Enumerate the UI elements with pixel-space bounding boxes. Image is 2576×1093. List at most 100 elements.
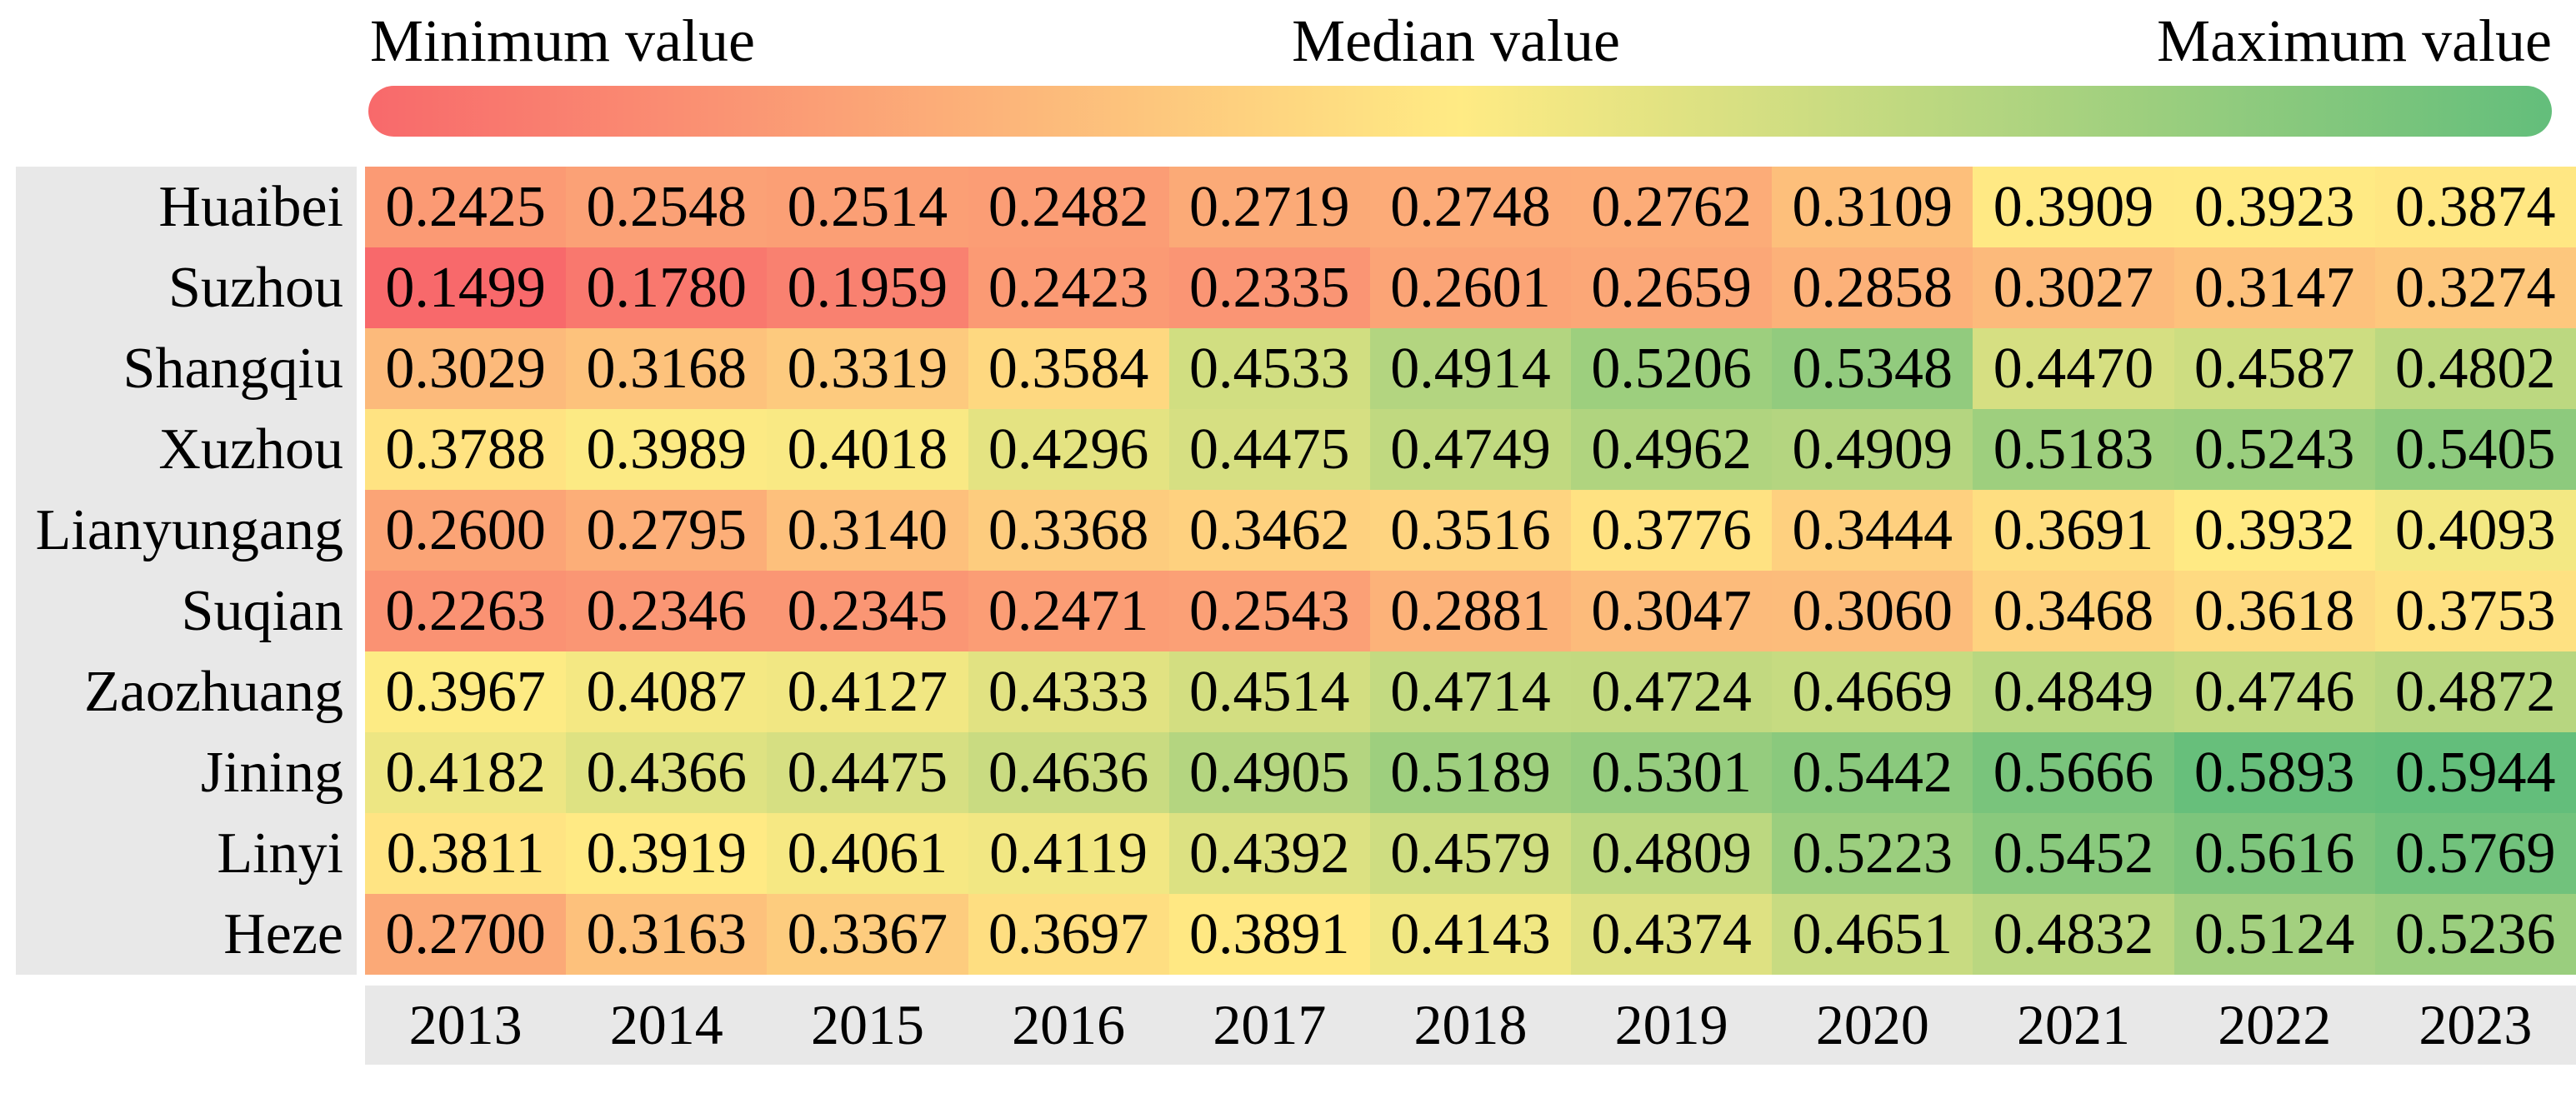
heatmap-cell: 0.2514 (767, 167, 968, 247)
heatmap-cell: 0.3788 (365, 409, 567, 490)
heatmap-cell: 0.4832 (1973, 894, 2174, 975)
heatmap-cell: 0.3140 (767, 490, 968, 571)
year-axis: 2013 2014 2015 2016 2017 2018 2019 2020 2021 2022… (365, 986, 2576, 1065)
heatmap-cell: 0.1499 (365, 247, 567, 328)
heatmap-cell: 0.5442 (1772, 732, 1973, 813)
row-label: Xuzhou (16, 409, 357, 490)
heatmap-cell: 0.3909 (1973, 167, 2174, 247)
legend-median-label: Median value (1292, 7, 1620, 74)
heatmap-cell: 0.2762 (1571, 167, 1773, 247)
heatmap-cell: 0.2795 (566, 490, 768, 571)
heatmap-cell: 0.4143 (1369, 894, 1572, 975)
heatmap-cell: 0.5243 (2173, 409, 2375, 490)
heatmap-cell: 0.4651 (1772, 894, 1973, 975)
color-gradient-bar (368, 86, 2552, 137)
heatmap-cell: 0.2345 (767, 571, 968, 651)
heatmap-cell: 0.3811 (365, 813, 567, 894)
heatmap-cell: 0.3168 (566, 328, 768, 409)
heatmap-cell: 0.5124 (2173, 894, 2375, 975)
heatmap-cell: 0.5301 (1571, 732, 1773, 813)
heatmap-cell: 0.3060 (1772, 571, 1973, 651)
heatmap-cell: 0.3919 (566, 813, 768, 894)
heatmap-cell: 0.4127 (767, 651, 968, 732)
heatmap-cell: 0.3367 (767, 894, 968, 975)
heatmap-cell: 0.3027 (1973, 247, 2174, 328)
heatmap-cell: 0.3516 (1369, 490, 1572, 571)
heatmap-cell: 0.2858 (1772, 247, 1973, 328)
heatmap-cell: 0.4366 (566, 732, 768, 813)
heatmap-cell: 0.3029 (365, 328, 567, 409)
heatmap-cell: 0.2719 (1168, 167, 1370, 247)
column-label: 2014 (609, 993, 723, 1056)
label-gap (357, 490, 365, 571)
label-gap (357, 167, 365, 247)
heatmap-cell: 0.4182 (365, 732, 567, 813)
heatmap-cell: 0.4714 (1369, 651, 1572, 732)
heatmap-grid: Huaibei 0.2425 0.2548 0.2514 0.2482 0.2719 0.2… (16, 167, 2576, 975)
heatmap-cell: 0.4802 (2374, 328, 2576, 409)
label-gap (357, 894, 365, 975)
column-label: 2018 (1413, 993, 1528, 1056)
heatmap-cell: 0.5452 (1973, 813, 2174, 894)
row-label: Zaozhuang (16, 651, 357, 732)
label-gap (357, 571, 365, 651)
row-label: Suzhou (16, 247, 357, 328)
heatmap-cell: 0.3468 (1973, 571, 2174, 651)
heatmap-cell: 0.4872 (2374, 651, 2576, 732)
column-label: 2023 (2418, 993, 2533, 1056)
row-label: Linyi (16, 813, 357, 894)
heatmap-cell: 0.4018 (767, 409, 968, 490)
heatmap-cell: 0.2548 (566, 167, 768, 247)
legend-min-label: Minimum value (370, 7, 755, 74)
label-gap (357, 247, 365, 328)
heatmap-cell: 0.3967 (365, 651, 567, 732)
heatmap-cell: 0.3776 (1571, 490, 1773, 571)
label-gap (357, 651, 365, 732)
heatmap-cell: 0.2659 (1571, 247, 1773, 328)
heatmap-cell: 0.4909 (1772, 409, 1973, 490)
row-label: Heze (16, 894, 357, 975)
row-label: Huaibei (16, 167, 357, 247)
heatmap-cell: 0.3368 (968, 490, 1169, 571)
row-label: Suqian (16, 571, 357, 651)
row-label: Jining (16, 732, 357, 813)
color-scale-legend: Minimum value Median value Maximum value (370, 5, 2552, 77)
heatmap-cell: 0.3923 (2173, 167, 2375, 247)
heatmap-cell: 0.3319 (767, 328, 968, 409)
heatmap-cell: 0.4333 (968, 651, 1169, 732)
heatmap-cell: 0.4061 (767, 813, 968, 894)
heatmap-cell: 0.4514 (1168, 651, 1370, 732)
heatmap-cell: 0.2263 (365, 571, 567, 651)
heatmap-cell: 0.3444 (1772, 490, 1973, 571)
column-label: 2015 (810, 993, 924, 1056)
heatmap-cell: 0.4636 (968, 732, 1169, 813)
heatmap-cell: 0.3462 (1168, 490, 1370, 571)
heatmap-cell: 0.2482 (968, 167, 1169, 247)
heatmap-cell: 0.5189 (1369, 732, 1572, 813)
row-label: Shangqiu (16, 328, 357, 409)
heatmap-cell: 0.2425 (365, 167, 567, 247)
heatmap-cell: 0.4905 (1168, 732, 1370, 813)
column-label: 2013 (408, 993, 523, 1056)
heatmap-cell: 0.4749 (1369, 409, 1572, 490)
heatmap-cell: 0.3874 (2374, 167, 2576, 247)
heatmap-cell: 0.4087 (566, 651, 768, 732)
heatmap-cell: 0.4475 (1168, 409, 1370, 490)
heatmap-cell: 0.5944 (2374, 732, 2576, 813)
heatmap-cell: 0.4914 (1369, 328, 1572, 409)
heatmap-cell: 0.4849 (1973, 651, 2174, 732)
heatmap-cell: 0.4296 (968, 409, 1169, 490)
heatmap-cell: 0.2601 (1369, 247, 1572, 328)
heatmap-cell: 0.2471 (968, 571, 1169, 651)
heatmap-cell: 0.3989 (566, 409, 768, 490)
column-label: 2016 (1012, 993, 1126, 1056)
heatmap-cell: 0.5223 (1772, 813, 1973, 894)
heatmap-cell: 0.2700 (365, 894, 567, 975)
heatmap-cell: 0.5405 (2374, 409, 2576, 490)
column-label: 2017 (1213, 993, 1327, 1056)
heatmap-cell: 0.3047 (1571, 571, 1773, 651)
heatmap-cell: 0.3697 (968, 894, 1169, 975)
heatmap-cell: 0.4587 (2173, 328, 2375, 409)
row-label: Lianyungang (16, 490, 357, 571)
